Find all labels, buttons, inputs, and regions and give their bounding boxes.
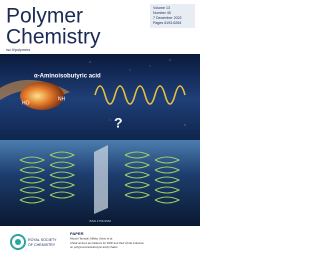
helix	[94, 85, 186, 105]
url: rsc.li/polymers	[6, 48, 30, 52]
title-line: Chemistry	[6, 26, 101, 49]
journal-cover: Polymer Chemistry Volume 13 Number 45 7 …	[0, 4, 200, 262]
publisher: OF CHEMISTRY	[28, 243, 56, 247]
molecule-label: HO	[22, 100, 30, 106]
issue-info: Volume 13	[153, 6, 170, 10]
publisher: ROYAL SOCIETY	[28, 238, 57, 242]
molecule-label: NH	[58, 96, 66, 102]
title-line: Polymer	[6, 5, 83, 28]
authors: Hitoshi Tamiaki, Mikiko Ushio et al.	[70, 237, 113, 241]
issue-info: Pages 6193-6264	[153, 21, 181, 25]
rsc-logo	[15, 239, 21, 245]
section: PAPER	[70, 231, 84, 236]
article-title: Chiral amines as initiators for ROP and …	[70, 241, 144, 245]
article-title: on poly(2-aminoisobutyric acid) chains	[70, 245, 118, 249]
caption: α-Aminoisobutyric acid	[34, 74, 101, 80]
issue-box	[150, 4, 195, 28]
comet	[20, 82, 64, 110]
lower-helices	[19, 151, 181, 204]
issn: ISSN 1759-9962	[89, 219, 112, 223]
glass-panel	[94, 145, 108, 214]
issue-info: Number 45	[153, 11, 171, 15]
question-mark: ?	[114, 115, 123, 131]
rsc-logo	[10, 234, 26, 250]
issue-info: 7 December 2022	[153, 16, 182, 20]
stars	[89, 59, 186, 126]
footer	[0, 226, 200, 262]
